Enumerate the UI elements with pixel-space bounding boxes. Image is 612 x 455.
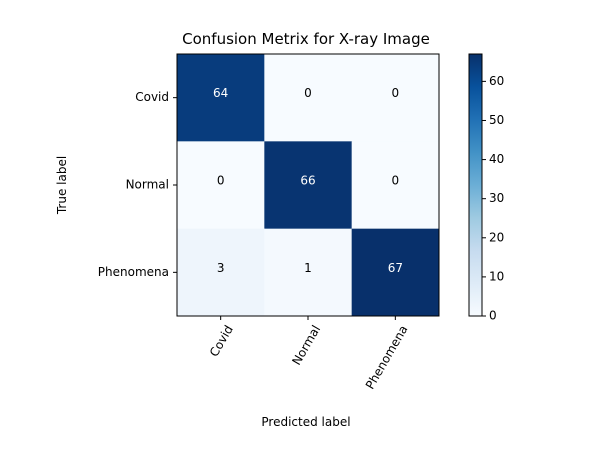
- heatmap-cell-labels: 64 0 0 0 66 0 3 1 67: [213, 86, 403, 275]
- cell-value-label: 0: [392, 174, 400, 188]
- y-axis-label: True label: [55, 156, 69, 215]
- colorbar-tick-label: 60: [489, 74, 504, 88]
- cell-value-label: 0: [217, 174, 225, 188]
- heatmap-cell: [177, 54, 265, 142]
- colorbar-tick-label: 20: [489, 230, 504, 244]
- colorbar-tick-label: 30: [489, 191, 504, 205]
- heatmap-cell: [264, 228, 353, 317]
- colorbar: [469, 54, 482, 316]
- cell-value-label: 1: [304, 261, 312, 275]
- cell-value-label: 67: [388, 261, 403, 275]
- y-axis-ticks: Covid Normal Phenomena: [98, 90, 177, 279]
- x-tick-label: Normal: [289, 323, 323, 368]
- heatmap-cell: [177, 228, 265, 317]
- x-tick-label: Phenomena: [363, 323, 411, 392]
- heatmap-cell: [351, 228, 440, 317]
- cell-value-label: 0: [304, 86, 312, 100]
- cell-value-label: 0: [392, 86, 400, 100]
- heatmap-cell: [351, 141, 440, 230]
- cell-value-label: 66: [300, 174, 315, 188]
- cell-value-label: 3: [217, 261, 225, 275]
- colorbar-frame: [468, 53, 483, 317]
- x-tick-label: Covid: [207, 323, 236, 359]
- heatmap-cell: [177, 141, 265, 230]
- heatmap-cell: [351, 54, 440, 142]
- colorbar-tick-label: 50: [489, 113, 504, 127]
- y-tick-label: Phenomena: [98, 265, 169, 279]
- colorbar-ticks: 0 10 20 30 40 50 60: [482, 74, 504, 323]
- colorbar-tick-label: 10: [489, 269, 504, 283]
- x-axis-label: Predicted label: [261, 415, 350, 429]
- y-tick-label: Normal: [126, 178, 169, 192]
- colorbar-tick-label: 0: [489, 309, 497, 323]
- heatmap-cells: [177, 54, 440, 317]
- heatmap-cell: [264, 141, 353, 230]
- y-tick-label: Covid: [135, 90, 169, 104]
- x-axis-ticks: Covid Normal Phenomena: [207, 316, 411, 392]
- cell-value-label: 64: [213, 86, 228, 100]
- heatmap-cell: [264, 54, 353, 142]
- colorbar-tick-label: 40: [489, 152, 504, 166]
- chart-title: Confusion Metrix for X-ray Image: [182, 30, 430, 48]
